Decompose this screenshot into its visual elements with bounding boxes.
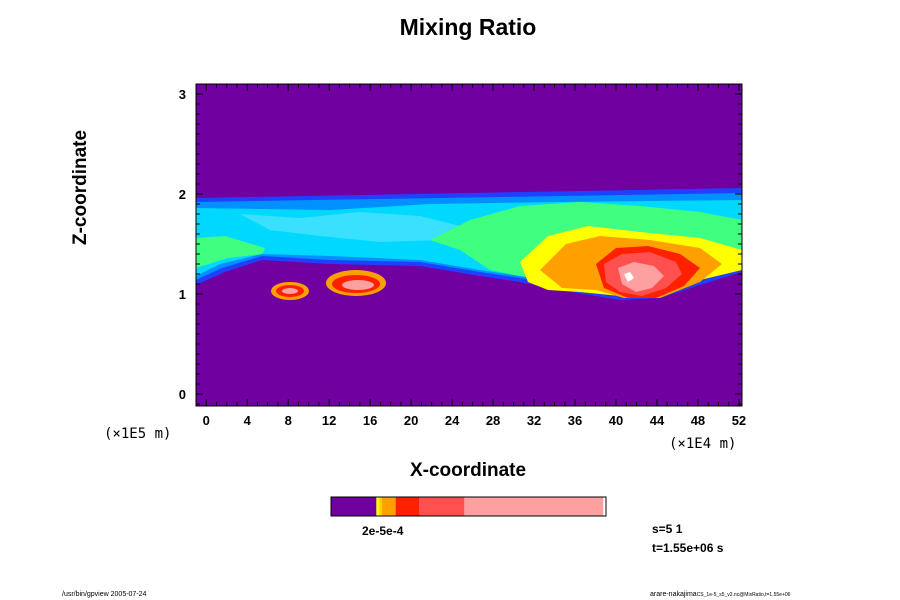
x-axis-label: X-coordinate [409, 460, 527, 481]
x-tick-label: 4 [244, 413, 252, 428]
x-tick-label: 40 [609, 413, 623, 428]
x-tick-label: 48 [691, 413, 705, 428]
colorbar-segment [381, 497, 396, 516]
x-tick-label: 32 [527, 413, 541, 428]
axis-ticks [195, 83, 742, 406]
footer-right-main: arare-nakajima [650, 591, 697, 598]
y-tick-label: 0 [179, 387, 186, 402]
info-t: t=1.55e+06 s [652, 541, 724, 555]
colorbar-segment [376, 497, 380, 516]
x-tick-label: 12 [322, 413, 336, 428]
y-tick-label: 1 [179, 287, 186, 302]
colorbar-segment [379, 497, 382, 516]
contour-left-green [196, 236, 265, 268]
blob-1-inner [282, 288, 298, 294]
y-tick-label: 2 [179, 187, 186, 202]
x-tick-label: 16 [363, 413, 377, 428]
y-axis-unit: (×1E5 m) [104, 426, 172, 442]
colorbar-segment [331, 497, 377, 516]
footer-right: arare-nakajimaCS_1e-5_s5_v2.nc@MixRatio,… [650, 591, 790, 598]
colorbar-segment [419, 497, 465, 516]
colorbar-segment [464, 497, 604, 516]
contour-white [624, 272, 634, 282]
contour-light-cyan [240, 212, 460, 242]
x-tick-label: 0 [203, 413, 210, 428]
plot-frame [195, 83, 743, 407]
contour-pink [618, 262, 664, 292]
chart-title: Mixing Ratio [399, 14, 537, 40]
blob-2-inner [342, 280, 374, 290]
colorbar-label: 2e-5e-4 [362, 524, 404, 538]
colorbar [330, 496, 607, 517]
x-tick-label: 44 [650, 413, 665, 428]
x-tick-label: 24 [445, 413, 460, 428]
heatmap-field [196, 188, 742, 300]
y-tick-label: 3 [179, 87, 186, 102]
colorbar-frame [330, 496, 607, 517]
info-s: s=5 1 [652, 522, 683, 536]
x-tick-label: 36 [568, 413, 582, 428]
x-tick-label: 52 [732, 413, 746, 428]
x-tick-label: 20 [404, 413, 418, 428]
colorbar-segment [395, 497, 419, 516]
footer-left: /usr/bin/gpview 2005-07-24 [62, 591, 147, 598]
footer-right-small: CS_1e-5_s5_v2.nc@MixRatio,t=1.55e+06 [696, 592, 791, 598]
y-axis-label: Z-coordinate [70, 129, 91, 245]
x-tick-label: 28 [486, 413, 500, 428]
x-tick-label: 8 [285, 413, 292, 428]
x-axis-unit: (×1E4 m) [669, 436, 737, 452]
